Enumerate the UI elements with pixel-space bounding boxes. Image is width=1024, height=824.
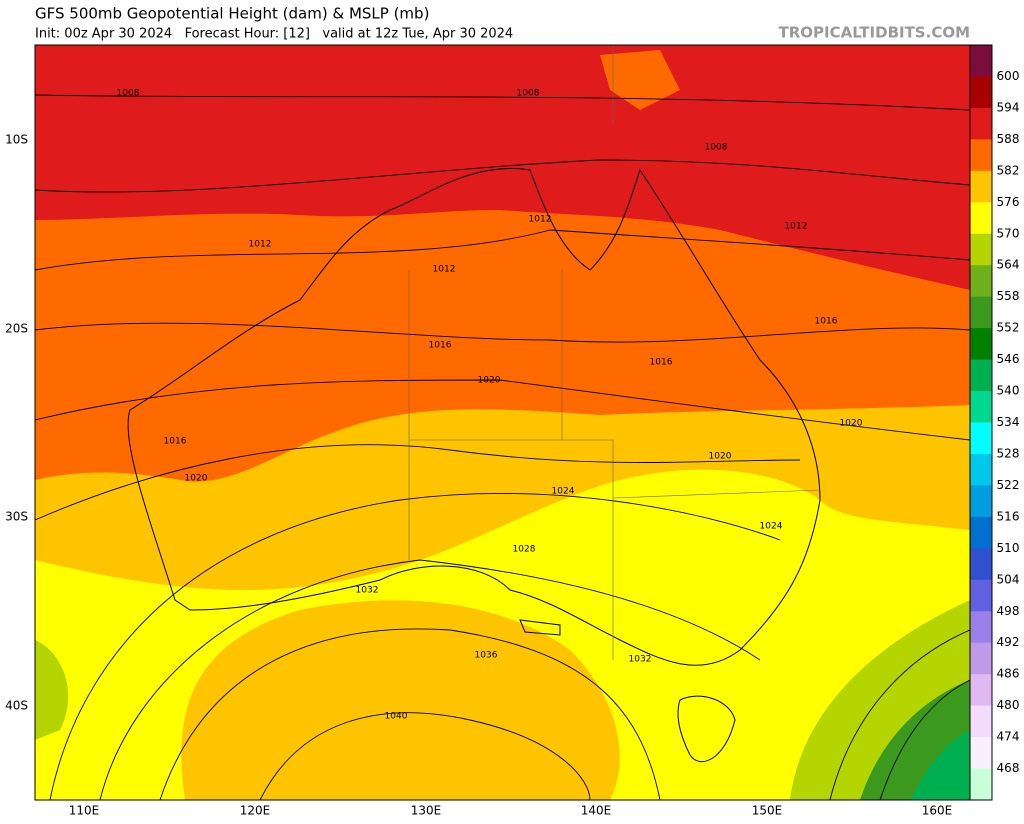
- colorbar-band: [970, 265, 992, 298]
- lon-label: 150E: [752, 804, 783, 818]
- colorbar-label: 486: [997, 667, 1020, 681]
- lon-label: 130E: [411, 804, 442, 818]
- colorbar-label: 528: [997, 446, 1020, 460]
- contour-label: 1008: [705, 143, 728, 153]
- colorbar-label: 594: [997, 100, 1020, 114]
- contour-label: 1032: [629, 655, 652, 665]
- contour-label: 1016: [815, 317, 838, 327]
- colorbar-band: [970, 768, 992, 801]
- colorbar-band: [970, 107, 992, 140]
- colorbar-label: 516: [997, 509, 1020, 523]
- colorbar-band: [970, 453, 992, 486]
- site-name: TROPICALTIDBITS.COM: [779, 24, 971, 42]
- contour-label: 1016: [429, 341, 452, 351]
- contour-label: 1024: [760, 522, 783, 532]
- colorbar-band: [970, 139, 992, 172]
- colorbar-label: 558: [997, 289, 1020, 303]
- contour-label: 1012: [249, 240, 272, 250]
- colorbar-band: [970, 233, 992, 266]
- contour-label: 1020: [478, 376, 501, 386]
- colorbar-label: 540: [997, 384, 1020, 398]
- contour-label: 1024: [552, 487, 575, 497]
- colorbar-band: [970, 642, 992, 675]
- colorbar-label: 546: [997, 352, 1020, 366]
- colorbar-band: [970, 737, 992, 770]
- colorbar-label: 468: [997, 761, 1020, 775]
- lon-label: 160E: [922, 804, 953, 818]
- colorbar-band: [970, 202, 992, 235]
- colorbar-band: [970, 296, 992, 329]
- colorbar-band: [970, 422, 992, 455]
- coastline: [127, 168, 821, 763]
- colorbar-label: 576: [997, 195, 1020, 209]
- title: GFS 500mb Geopotential Height (dam) & MS…: [35, 5, 429, 23]
- colorbar-label: 504: [997, 572, 1020, 586]
- colorbar-label: 588: [997, 132, 1020, 146]
- contour-label: 1016: [650, 358, 673, 368]
- contour-label: 1008: [117, 89, 140, 99]
- colorbar-label: 492: [997, 635, 1020, 649]
- contour-label: 1012: [433, 265, 456, 275]
- band-582-blob: [600, 50, 680, 110]
- colorbar-label: 510: [997, 541, 1020, 555]
- borders: [408, 45, 821, 660]
- colorbar-label: 600: [997, 69, 1020, 83]
- colorbar-label: 474: [997, 730, 1020, 744]
- band-588: [35, 45, 970, 290]
- colorbar-band: [970, 359, 992, 392]
- colorbar-band: [970, 548, 992, 581]
- colorbar-label: 522: [997, 478, 1020, 492]
- contour-label: 1012: [785, 222, 808, 232]
- contour-label: 1032: [356, 586, 379, 596]
- colorbar-band: [970, 611, 992, 644]
- colorbar-label: 582: [997, 163, 1020, 177]
- band-576-high: [181, 600, 620, 800]
- lat-label: 30S: [5, 510, 28, 524]
- colorbar-label: 564: [997, 258, 1020, 272]
- colorbar-band: [970, 45, 992, 77]
- isobars: [35, 94, 970, 800]
- lon-label: 140E: [581, 804, 612, 818]
- map-area: [35, 45, 970, 800]
- band-564-left: [35, 640, 69, 740]
- contour-label: 1040: [385, 712, 408, 722]
- lat-label: 10S: [5, 133, 28, 147]
- contour-label: 1020: [185, 474, 208, 484]
- colorbar-label: 570: [997, 226, 1020, 240]
- colorbar-band: [970, 516, 992, 549]
- colorbar-frame: [969, 44, 993, 801]
- colorbar-label: 480: [997, 698, 1020, 712]
- lat-label: 40S: [5, 699, 28, 713]
- colorbar-band: [970, 705, 992, 738]
- band-546: [910, 730, 970, 800]
- contour-label: 1028: [513, 545, 536, 555]
- lon-label: 110E: [69, 804, 100, 818]
- colorbar-label: 534: [997, 415, 1020, 429]
- contour-label: 1008: [517, 89, 540, 99]
- colorbar-band: [970, 674, 992, 707]
- lat-label: 20S: [5, 322, 28, 336]
- contour-label: 1036: [475, 651, 498, 661]
- colorbar-band: [970, 391, 992, 423]
- colorbar-band: [970, 579, 992, 612]
- colorbar-band: [970, 328, 992, 361]
- contour-label: 1016: [164, 437, 187, 447]
- colorbar-band: [970, 485, 992, 518]
- overlay: 10S 20S 30S 40S 110E 120E 130E 140E 150E 160E 1008…: [5, 44, 1020, 818]
- lon-label: 120E: [240, 804, 271, 818]
- colorbar-label: 498: [997, 604, 1020, 618]
- subtitle: Init: 00z Apr 30 2024 Forecast Hour: [12…: [35, 27, 513, 42]
- colorbar-band: [970, 170, 992, 203]
- contour-label: 1020: [709, 452, 732, 462]
- contour-label: 1012: [529, 215, 552, 225]
- colorbar-label: 552: [997, 321, 1020, 335]
- contour-label: 1020: [840, 419, 863, 429]
- colorbar-band: [970, 76, 992, 109]
